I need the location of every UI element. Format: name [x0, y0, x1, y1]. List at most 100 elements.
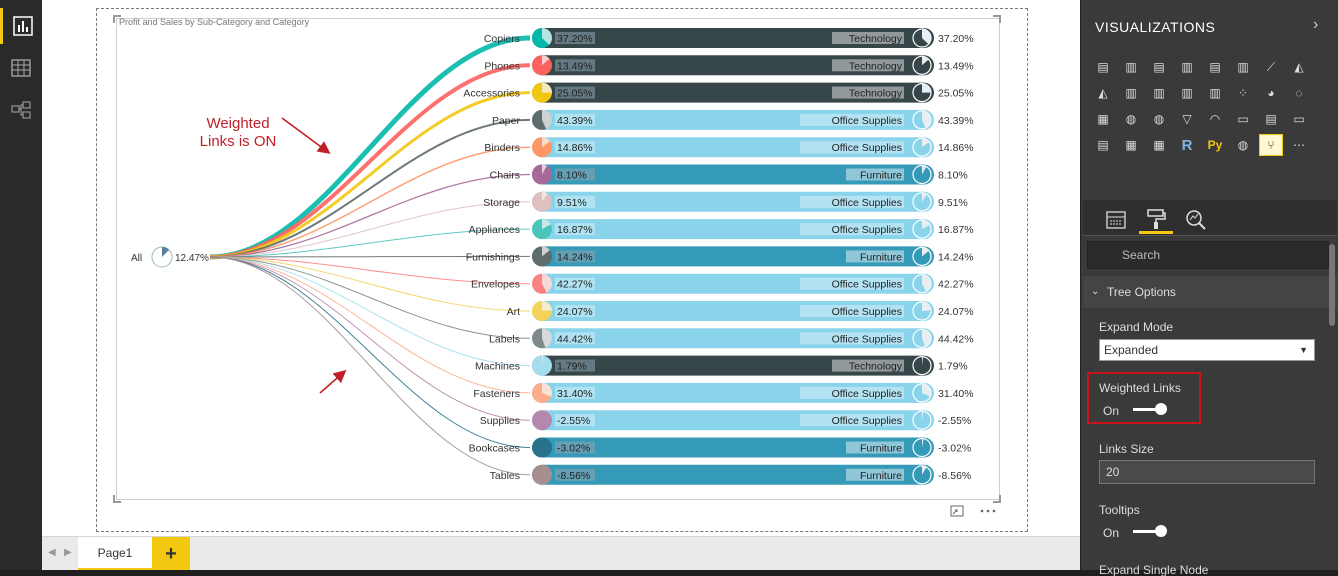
area-chart-icon[interactable]: ◭ — [1294, 60, 1304, 74]
category-bar — [532, 273, 934, 294]
pct-bg — [555, 305, 595, 317]
weighted-links-toggle[interactable] — [1133, 403, 1167, 415]
globe-icon[interactable]: ◍ — [1237, 138, 1249, 152]
category-bg — [846, 250, 904, 263]
line-column-icon[interactable]: ▥ — [1125, 86, 1137, 100]
resize-handle-tr[interactable] — [993, 15, 1001, 23]
right-pct: 25.05% — [938, 88, 974, 100]
category-bg — [800, 277, 904, 290]
resize-handle-tl[interactable] — [113, 15, 121, 23]
pct-bg — [555, 250, 595, 263]
data-view-button[interactable] — [0, 50, 42, 86]
clustered-bar-icon[interactable]: ▤ — [1153, 60, 1165, 74]
right-pct: -3.02% — [938, 443, 971, 455]
category-bg — [800, 386, 904, 399]
expand-single-node-label: Expand Single Node — [1099, 563, 1209, 576]
category-pie-slice — [922, 165, 927, 175]
category-label: Office Supplies — [832, 279, 902, 291]
r-visual-icon[interactable]: R — [1181, 136, 1193, 154]
category-bar — [532, 382, 934, 403]
collapse-pane-icon[interactable]: › — [1313, 16, 1319, 33]
map-icon[interactable]: ◍ — [1125, 112, 1137, 126]
more-options-icon[interactable] — [980, 509, 996, 513]
stacked-area-icon[interactable]: ◭ — [1098, 86, 1108, 100]
kpi-icon[interactable]: ▭ — [1293, 112, 1305, 126]
format-tab[interactable] — [1139, 206, 1173, 234]
clustered-column-icon[interactable]: ▥ — [1181, 60, 1193, 74]
ribbon-icon[interactable]: ▥ — [1181, 86, 1193, 100]
resize-handle-bl[interactable] — [113, 495, 121, 503]
waterfall-icon[interactable]: ▥ — [1209, 86, 1221, 100]
prev-page-icon[interactable]: ◀ — [48, 547, 56, 558]
annotation-line-2: Links is ON — [199, 133, 277, 150]
node-pie-slice — [542, 273, 552, 293]
visual-gallery: ▤ ▥ ▤ ▥ ▤ ▥ ⟋ ◭ ◭ ▥ ▥ ▥ ▥ ⁘ ◕ ◌ ▦ ◍ ◍ ▽ ◠ ▭ ▤ ▭ ▤ ▦ ▦ R Py ◍ ⑂ ⋯ — [1091, 56, 1315, 160]
card-icon[interactable]: ▭ — [1237, 112, 1249, 126]
visualizations-pane: VISUALIZATIONS › ▤ ▥ ▤ ▥ ▤ ▥ ⟋ ◭ ◭ ▥ ▥ ▥ ▥ ⁘ ◕ ◌ ▦ ◍ ◍ ▽ ◠ ▭ ▤… — [1080, 0, 1338, 576]
tree-options-section[interactable]: ⌄ Tree Options — [1083, 276, 1337, 308]
stacked-bar-icon[interactable]: ▤ — [1097, 60, 1109, 74]
node-pie-slice — [542, 55, 550, 66]
analytics-tab[interactable] — [1179, 206, 1213, 234]
line-chart-icon[interactable]: ⟋ — [1266, 59, 1276, 74]
pct-bg — [555, 195, 595, 208]
filled-map-icon[interactable]: ◍ — [1153, 112, 1165, 126]
focus-mode-icon[interactable] — [950, 505, 964, 517]
category-bg — [832, 32, 904, 44]
scatter-icon[interactable]: ⁘ — [1237, 86, 1249, 100]
node-pie-slice — [542, 219, 551, 230]
search-input[interactable]: Search — [1087, 241, 1329, 269]
tree-link — [209, 256, 531, 448]
python-visual-icon[interactable]: Py — [1207, 138, 1223, 152]
line-clustered-icon[interactable]: ▥ — [1153, 86, 1165, 100]
category-pie-slice — [922, 383, 932, 397]
multirow-card-icon[interactable]: ▤ — [1265, 112, 1277, 126]
pane-scrollbar[interactable] — [1329, 244, 1335, 326]
add-page-button[interactable]: + — [152, 537, 190, 571]
category-label: Office Supplies — [832, 415, 902, 427]
resize-handle-br[interactable] — [993, 495, 1001, 503]
treemap-icon[interactable]: ▦ — [1097, 112, 1109, 126]
right-pct: 37.20% — [938, 33, 974, 45]
report-view-button[interactable] — [0, 8, 42, 44]
100-bar-icon[interactable]: ▤ — [1209, 60, 1221, 74]
category-label: Technology — [849, 88, 903, 100]
node-label: Paper — [492, 115, 521, 127]
100-column-icon[interactable]: ▥ — [1237, 60, 1249, 74]
model-view-button[interactable] — [0, 92, 42, 128]
pct-bg — [555, 332, 595, 345]
more-icon[interactable]: ⋯ — [1293, 138, 1305, 152]
matrix-icon[interactable]: ▦ — [1153, 138, 1165, 152]
slicer-icon[interactable]: ▤ — [1097, 138, 1109, 152]
node-pct: 14.24% — [557, 251, 593, 263]
right-pct: 1.79% — [938, 361, 968, 373]
tree-chart: All 12.47% Copiers 37.20% Technology 37.20% Ph… — [131, 28, 974, 485]
category-bg — [800, 223, 904, 236]
report-page: Profit and Sales by Sub-Category and Cat… — [42, 0, 1080, 536]
pie-icon[interactable]: ◕ — [1267, 86, 1275, 100]
right-pct: 24.07% — [938, 306, 974, 318]
tree-visual[interactable] — [116, 18, 1000, 500]
pct-bg — [555, 277, 595, 290]
stacked-column-icon[interactable]: ▥ — [1125, 60, 1137, 74]
category-bar — [532, 55, 934, 76]
node-label: Furnishings — [466, 251, 520, 263]
expand-mode-dropdown[interactable]: Expanded ▼ — [1099, 339, 1315, 361]
table-icon[interactable]: ▦ — [1125, 138, 1137, 152]
donut-icon[interactable]: ◌ — [1295, 86, 1303, 100]
gauge-icon[interactable]: ◠ — [1209, 112, 1221, 126]
page-tab[interactable]: Page1 — [78, 537, 152, 571]
fields-icon — [1106, 211, 1126, 229]
next-page-icon[interactable]: ▶ — [64, 547, 72, 558]
funnel-icon[interactable]: ▽ — [1182, 112, 1192, 126]
fields-tab[interactable] — [1099, 206, 1133, 234]
category-pie-slice — [922, 83, 931, 93]
category-pie-slice — [922, 465, 927, 475]
tree-visual-icon[interactable]: ⑂ — [1259, 134, 1283, 156]
tree-link — [209, 256, 531, 421]
node-pie-slice — [542, 301, 552, 311]
links-size-input[interactable]: 20 — [1099, 460, 1315, 484]
root-pie-slice — [162, 247, 170, 257]
category-pie-slice — [922, 438, 924, 448]
tooltips-toggle[interactable] — [1133, 525, 1167, 537]
